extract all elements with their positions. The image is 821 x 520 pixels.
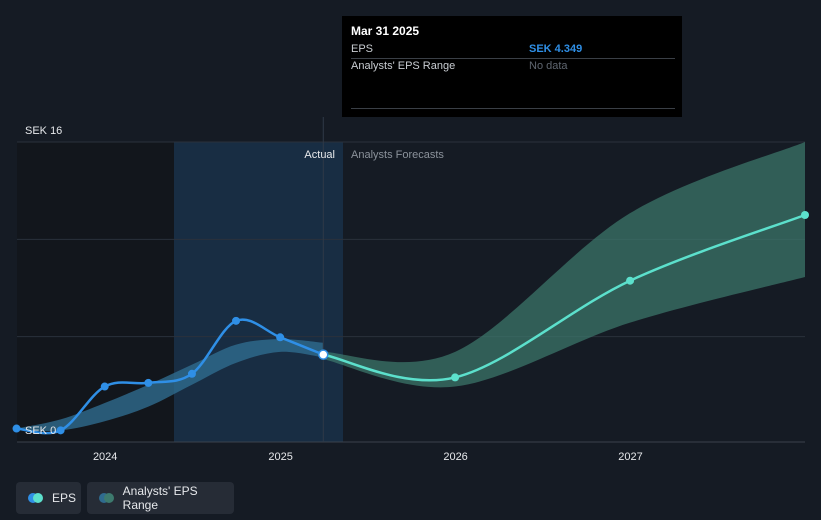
- forecast-point: [451, 373, 460, 382]
- eps-point: [100, 382, 109, 391]
- x-axis-tick-labels: 2024 2025 2026 2027: [93, 451, 643, 463]
- tooltip-range-value: No data: [529, 60, 568, 72]
- tooltip-divider: [351, 108, 675, 109]
- x-tick-label: 2026: [443, 451, 467, 463]
- legend-eps-toggle[interactable]: EPS: [16, 482, 81, 514]
- tooltip-date: Mar 31 2025: [351, 24, 420, 38]
- eps-range-legend-icon: [99, 493, 115, 503]
- actual-period-highlight: [174, 142, 343, 442]
- legend-eps-range-label: Analysts' EPS Range: [122, 484, 198, 512]
- actual-eps-range-band: [16, 339, 324, 432]
- legend-eps-range-toggle[interactable]: Analysts' EPS Range: [87, 482, 234, 514]
- legend-eps-label: EPS: [52, 491, 77, 505]
- x-tick-label: 2027: [618, 451, 642, 463]
- eps-point: [232, 316, 241, 325]
- forecast-eps-range-band: [323, 142, 805, 388]
- data-points: [12, 211, 809, 435]
- eps-latest-point: [318, 349, 329, 360]
- y-tick-label: SEK 0: [25, 425, 56, 437]
- tooltip-row-range: Analysts' EPS Range No data: [351, 58, 675, 75]
- forecast-section-label: Analysts Forecasts: [351, 149, 444, 161]
- forecast-eps-line: [323, 213, 806, 382]
- tooltip-range-label: Analysts' EPS Range: [351, 60, 456, 72]
- eps-point: [276, 333, 285, 342]
- actual-section-label: Actual: [304, 149, 335, 161]
- eps-line: [16, 318, 324, 435]
- x-tick-label: 2024: [93, 451, 117, 463]
- eps-point: [144, 378, 153, 387]
- y-tick-label: SEK 16: [25, 125, 62, 137]
- eps-point: [56, 426, 65, 435]
- tooltip-eps-label: EPS: [351, 43, 374, 55]
- x-tick-label: 2025: [268, 451, 292, 463]
- y-axis-tick-labels: SEK 16 SEK 0: [25, 125, 62, 437]
- tooltip-eps-value: SEK 4.349: [529, 43, 583, 55]
- hover-tooltip: Mar 31 2025 EPS SEK 4.349 Analysts' EPS …: [342, 16, 682, 117]
- eps-point: [12, 424, 21, 433]
- forecast-point: [801, 211, 809, 219]
- tooltip-row-eps: EPS SEK 4.349: [351, 41, 675, 59]
- eps-point: [187, 369, 196, 378]
- forecast-point: [626, 276, 635, 285]
- eps-legend-icon: [28, 493, 44, 503]
